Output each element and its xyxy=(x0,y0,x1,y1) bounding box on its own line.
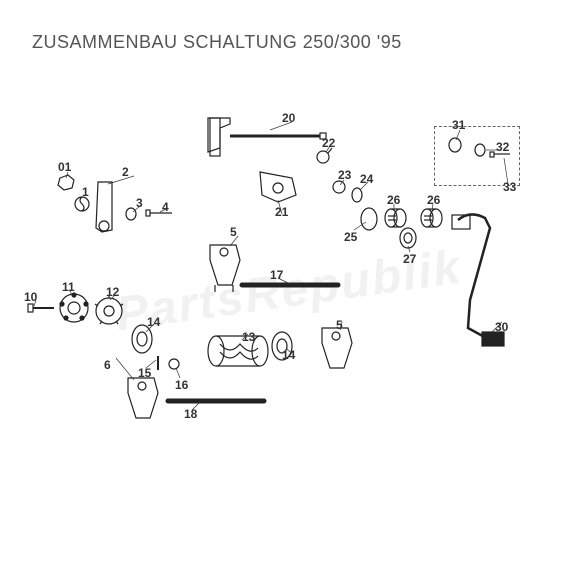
callout-26b: 26 xyxy=(427,193,440,207)
callout-2: 2 xyxy=(122,165,129,179)
callout-17: 17 xyxy=(270,268,283,282)
callout-6: 6 xyxy=(104,358,111,372)
callout-5b: 5 xyxy=(336,318,343,332)
callout-14a: 14 xyxy=(147,315,160,329)
callout-22: 22 xyxy=(322,136,335,150)
parts-illustration xyxy=(20,100,560,460)
callout-32: 32 xyxy=(496,140,509,154)
callout-18: 18 xyxy=(184,407,197,421)
callout-23: 23 xyxy=(338,168,351,182)
callout-10: 10 xyxy=(24,290,37,304)
callout-12: 12 xyxy=(106,285,119,299)
callout-11: 11 xyxy=(62,280,75,294)
callout-01: 01 xyxy=(58,160,71,174)
callout-25: 25 xyxy=(344,230,357,244)
callout-14b: 14 xyxy=(282,348,295,362)
parts-diagram: 01 1 2 3 4 5 5 6 10 11 12 13 14 14 15 16… xyxy=(20,100,560,460)
callout-13: 13 xyxy=(242,330,255,344)
callout-27: 27 xyxy=(403,252,416,266)
callout-15: 15 xyxy=(138,366,151,380)
callout-33: 33 xyxy=(503,180,516,194)
callout-5a: 5 xyxy=(230,225,237,239)
callout-20: 20 xyxy=(282,111,295,125)
callout-30: 30 xyxy=(495,320,508,334)
callout-3: 3 xyxy=(136,196,143,210)
callout-1: 1 xyxy=(82,185,89,199)
diagram-title: ZUSAMMENBAU SCHALTUNG 250/300 '95 xyxy=(32,32,402,53)
callout-16: 16 xyxy=(175,378,188,392)
callout-26a: 26 xyxy=(387,193,400,207)
callout-21: 21 xyxy=(275,205,288,219)
callout-4: 4 xyxy=(162,200,169,214)
callout-24: 24 xyxy=(360,172,373,186)
callout-31: 31 xyxy=(452,118,465,132)
